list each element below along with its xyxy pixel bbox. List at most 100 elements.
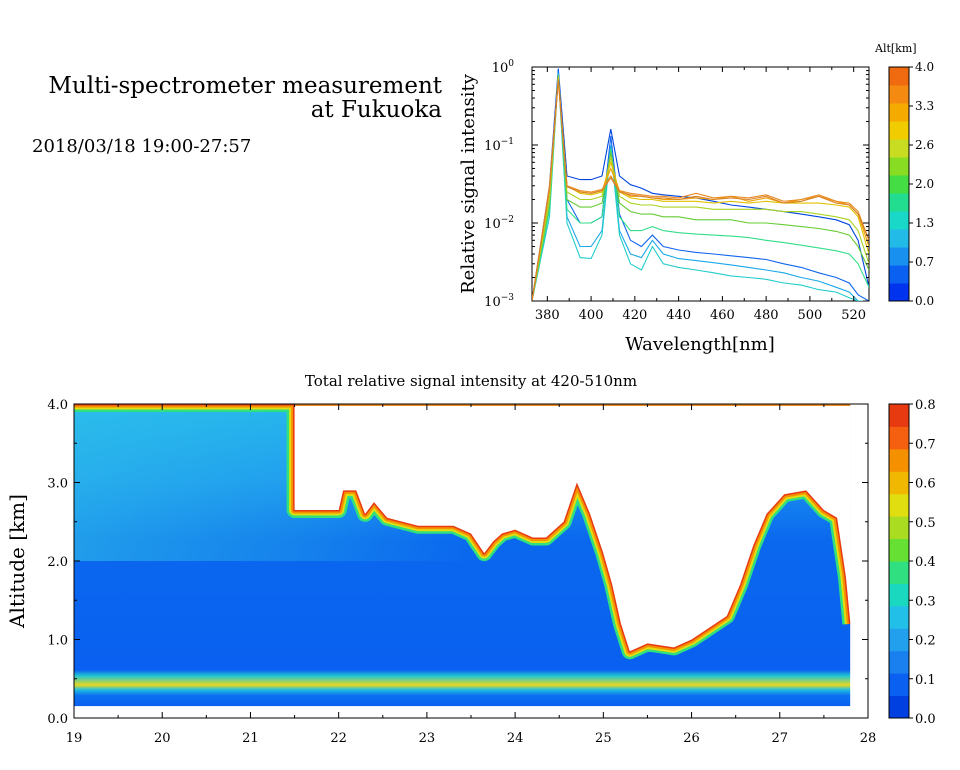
altitude-colorbar-tick-label: 0.7 [915, 255, 934, 269]
spectrum-series-5 [532, 75, 869, 301]
heatmap-y-tick-label: 4.0 [47, 398, 68, 413]
intensity-colorbar-tick-label: 0.7 [915, 437, 936, 452]
altitude-colorbar-tick-label: 3.3 [915, 99, 934, 113]
intensity-colorbar-tick-label: 0.0 [915, 712, 936, 727]
altitude-colorbar-cell [889, 139, 909, 158]
measurement-time: 2018/03/18 19:00-27:57 [32, 136, 252, 157]
spectrum-x-tick-label: 420 [622, 308, 647, 323]
spectrum-x-axis-label: Wavelength[nm] [625, 334, 775, 355]
heatmap-y-axis-label: Altitude [km] [5, 494, 29, 629]
heatmap-no-data-bottom [74, 706, 868, 718]
intensity-colorbar-cell [889, 538, 909, 562]
spectrum-x-tick-label: 460 [710, 308, 735, 323]
altitude-colorbar-cell [889, 247, 909, 266]
altitude-colorbar-cell [889, 283, 909, 302]
spectrum-x-ticks: 380 400 420 440 460 480 500 520 [535, 67, 866, 323]
altitude-colorbar-cell [889, 157, 909, 176]
intensity-colorbar-cell [889, 404, 909, 427]
altitude-colorbar-cell [889, 85, 909, 104]
spectrum-series-2 [532, 72, 869, 301]
heatmap-chart: Total relative signal intensity at 420-5… [5, 372, 936, 746]
altitude-colorbar-tick-label: 1.3 [915, 216, 934, 230]
altitude-colorbar-tick-label: 4.0 [915, 60, 934, 74]
title-block: Multi-spectrometer measurement at Fukuok… [12, 74, 442, 157]
heatmap-x-tick-label: 20 [154, 731, 171, 746]
heatmap-x-tick-label: 24 [507, 731, 524, 746]
heatmap-field [74, 404, 868, 718]
spectrum-plot-frame [531, 66, 870, 302]
spectrum-y-ticks: 100 10−1 10−2 10−3 [484, 59, 869, 310]
heatmap-y-tick-label: 0.0 [47, 712, 68, 727]
intensity-colorbar-tick-label: 0.8 [915, 398, 936, 413]
altitude-colorbar-cell [889, 265, 909, 284]
altitude-colorbar-label: Alt[km] [874, 42, 917, 55]
intensity-colorbar-cell [889, 583, 909, 607]
spectrum-series-7 [532, 78, 869, 301]
intensity-colorbar-tick-label: 0.1 [915, 673, 936, 688]
spectrum-series-3 [532, 73, 869, 301]
heatmap-x-tick-label: 27 [772, 731, 789, 746]
spectrum-y-tick-label: 10−2 [484, 215, 514, 232]
intensity-colorbar-tick-label: 0.3 [915, 594, 936, 609]
intensity-colorbar: 0.8 0.7 0.6 0.5 0.4 0.3 0.2 0.1 0.0 [888, 398, 936, 727]
spectrum-series-group [532, 68, 869, 301]
altitude-colorbar-cell [889, 67, 909, 86]
altitude-colorbar-tick-label: 2.0 [915, 177, 934, 191]
intensity-colorbar-cell [889, 426, 909, 450]
intensity-colorbar-cell [889, 695, 909, 719]
spectrum-chart: 380 400 420 440 460 480 500 520 100 10−1 10−2 10−3… [458, 42, 934, 355]
intensity-colorbar-tick-label: 0.4 [915, 555, 936, 570]
intensity-colorbar-cell [889, 493, 909, 517]
intensity-colorbar-cell [889, 628, 909, 652]
main-title-line-2: at Fukuoka [310, 97, 442, 123]
spectrum-series-6 [532, 76, 869, 301]
spectrum-x-tick-label: 440 [666, 308, 691, 323]
intensity-colorbar-tick-label: 0.2 [915, 634, 936, 649]
heatmap-title: Total relative signal intensity at 420-5… [305, 372, 637, 390]
altitude-colorbar: 4.0 3.3 2.6 2.0 1.3 0.7 0.0 [888, 60, 934, 308]
heatmap-x-tick-label: 23 [419, 731, 436, 746]
altitude-colorbar-tick-label: 2.6 [915, 138, 934, 152]
intensity-colorbar-tick-label: 0.6 [915, 477, 936, 492]
intensity-colorbar-cell [889, 673, 909, 697]
altitude-colorbar-cell [889, 175, 909, 194]
heatmap-y-ticks: 4.0 3.0 2.0 1.0 0.0 [47, 398, 868, 727]
altitude-colorbar-cell [889, 121, 909, 140]
intensity-colorbar-cell [889, 448, 909, 472]
altitude-colorbar-cell [889, 193, 909, 212]
spectrum-series-10 [532, 81, 869, 301]
spectrum-y-tick-label: 10−3 [484, 293, 514, 310]
intensity-colorbar-tick-label: 0.5 [915, 516, 936, 531]
spectrum-y-axis-label: Relative signal intensity [458, 73, 479, 294]
spectrum-series-4 [532, 74, 869, 301]
cloud-white-region [74, 404, 868, 718]
heatmap-x-tick-label: 19 [66, 731, 83, 746]
spectrum-series-0 [532, 68, 869, 301]
heatmap-x-tick-label: 26 [683, 731, 700, 746]
heatmap-x-tick-label: 28 [860, 731, 877, 746]
main-title-line-1: Multi-spectrometer measurement [48, 73, 442, 99]
spectrum-series-9 [532, 80, 869, 301]
heatmap-x-tick-label: 22 [330, 731, 347, 746]
spectrum-x-tick-label: 500 [798, 308, 823, 323]
spectrum-x-tick-label: 520 [841, 308, 866, 323]
intensity-colorbar-cell [889, 471, 909, 495]
altitude-colorbar-cell [889, 229, 909, 248]
heatmap-y-tick-label: 1.0 [47, 634, 68, 649]
intensity-colorbar-cell [889, 605, 909, 629]
intensity-colorbar-cell [889, 516, 909, 540]
heatmap-y-tick-label: 2.0 [47, 555, 68, 570]
intensity-colorbar-cell [889, 650, 909, 674]
spectrum-y-tick-label: 100 [492, 59, 515, 76]
spectrum-x-tick-label: 480 [754, 308, 779, 323]
heatmap-x-ticks: 19 20 21 22 23 24 25 26 27 28 [66, 404, 877, 746]
heatmap-x-tick-label: 25 [595, 731, 612, 746]
heatmap-x-tick-label: 21 [242, 731, 259, 746]
spectrum-y-tick-label: 10−1 [484, 137, 514, 154]
spectrum-x-tick-label: 400 [579, 308, 604, 323]
heatmap-y-tick-label: 3.0 [47, 477, 68, 492]
spectrum-x-tick-label: 380 [535, 308, 560, 323]
altitude-colorbar-tick-label: 0.0 [915, 294, 934, 308]
altitude-colorbar-cell [889, 103, 909, 122]
